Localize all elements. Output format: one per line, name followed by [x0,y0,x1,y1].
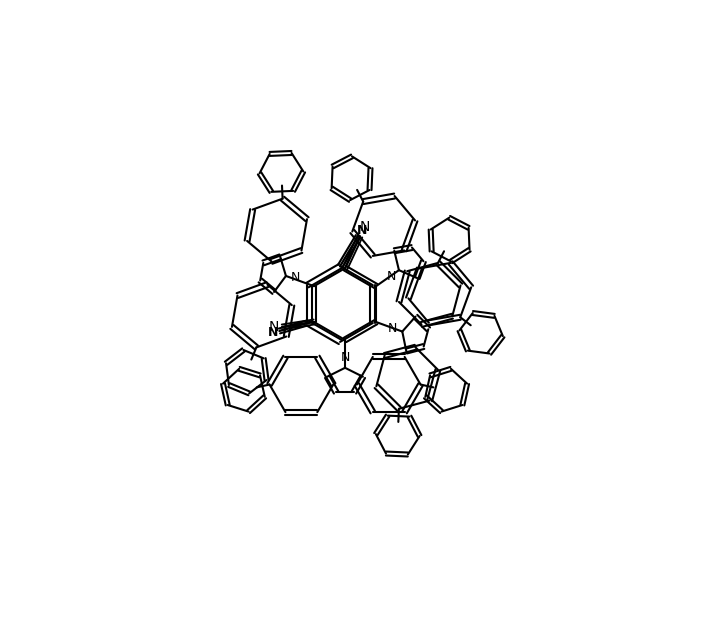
Text: N: N [357,224,367,237]
Text: N: N [387,270,396,283]
Text: N: N [269,320,279,334]
Text: N: N [291,271,300,284]
Text: N: N [340,352,350,365]
Text: N: N [360,220,370,234]
Text: N: N [388,323,397,336]
Text: N: N [268,327,278,339]
